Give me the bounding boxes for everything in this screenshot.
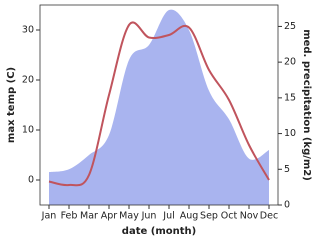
y2-tick-label: 0 [284, 200, 290, 211]
x-tick-label: Jan [41, 211, 57, 222]
x-tick-label: Apr [101, 211, 118, 222]
y-tick-label: 20 [22, 75, 34, 86]
x-tick-label: Sep [200, 211, 218, 222]
x-axis-title: date (month) [122, 226, 196, 237]
y2-tick-label: 25 [284, 21, 296, 32]
x-tick-label: Mar [80, 211, 98, 222]
x-tick-label: Aug [180, 211, 199, 222]
x-tick-label: Oct [221, 211, 238, 222]
x-tick-label: Jun [141, 211, 157, 222]
y-tick-label: 0 [28, 175, 34, 186]
y-axis-title: max temp (C) [6, 67, 17, 143]
x-tick-label: Jul [162, 211, 174, 222]
y-tick-label: 30 [22, 25, 34, 36]
x-tick-label: May [119, 211, 139, 222]
y2-tick-label: 15 [284, 92, 296, 103]
y2-tick-label: 20 [284, 57, 296, 68]
y2-axis-title: med. precipitation (kg/m2) [301, 29, 312, 181]
x-tick-label: Dec [260, 211, 278, 222]
precipitation-area [49, 9, 269, 206]
temperature-line [48, 21, 270, 187]
y2-tick-label: 10 [284, 128, 296, 139]
plot-frame [39, 4, 279, 206]
x-tick-label: Nov [240, 211, 259, 222]
x-tick-label: Feb [61, 211, 78, 222]
y2-tick-label: 5 [284, 164, 290, 175]
y-tick-label: 10 [22, 125, 34, 136]
